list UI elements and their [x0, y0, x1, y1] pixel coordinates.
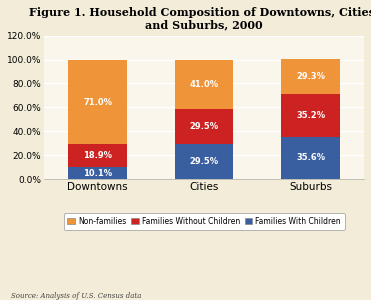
Text: 71.0%: 71.0% [83, 98, 112, 106]
Bar [282, 59, 340, 94]
Text: 29.5%: 29.5% [190, 157, 219, 166]
Bar [175, 144, 233, 179]
Text: 29.3%: 29.3% [296, 73, 325, 82]
Bar [175, 109, 233, 144]
Title: Figure 1. Household Composition of Downtowns, Cities,
and Suburbs, 2000: Figure 1. Household Composition of Downt… [29, 7, 371, 31]
Text: 29.5%: 29.5% [190, 122, 219, 131]
Text: 18.9%: 18.9% [83, 151, 112, 160]
Text: Source: Analysis of U.S. Census data: Source: Analysis of U.S. Census data [11, 292, 141, 300]
Bar [68, 167, 127, 179]
Legend: Non-families, Families Without Children, Families With Children: Non-families, Families Without Children,… [64, 213, 345, 230]
Bar [68, 60, 127, 144]
Text: 35.6%: 35.6% [296, 153, 325, 162]
Text: 10.1%: 10.1% [83, 169, 112, 178]
Text: 35.2%: 35.2% [296, 111, 325, 120]
Text: 41.0%: 41.0% [190, 80, 219, 88]
Bar [282, 94, 340, 136]
Bar [175, 60, 233, 109]
Bar [282, 136, 340, 179]
Bar [68, 144, 127, 167]
